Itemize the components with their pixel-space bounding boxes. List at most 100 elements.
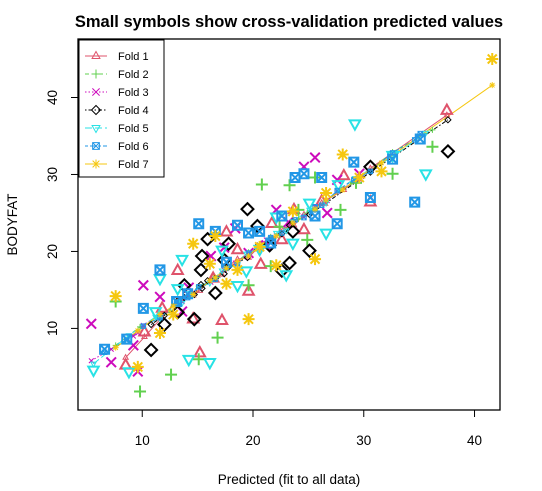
data-point [336,148,349,161]
legend-label: Fold 3 [118,87,149,99]
cv-point [378,159,385,166]
data-point [320,186,333,199]
cv-point [443,111,451,118]
data-point [194,248,210,264]
legend-marker [91,125,101,134]
cv-point [195,284,202,290]
chart-title: Small symbols show cross-validation pred… [75,13,503,31]
data-point [253,256,268,269]
cv-point [267,234,274,241]
data-point [207,285,223,301]
legend-label: Fold 4 [118,105,149,117]
data-point [200,231,216,247]
data-point [211,331,224,344]
legend-marker [91,50,101,59]
data-point [137,302,149,314]
cv-point [147,320,155,329]
data-point [274,231,289,245]
legend-label: Fold 5 [118,123,149,135]
cv-point [140,332,148,340]
data-point [331,218,343,230]
data-point [167,308,180,321]
cv-point [339,186,346,193]
cv-point [122,353,130,360]
cv-point [318,202,325,209]
data-point [105,356,117,368]
x-tick-label: 20 [245,433,260,448]
data-point [215,312,229,326]
data-point [192,344,207,358]
legend-item-4: Fold 4 [85,104,149,117]
data-point [187,237,200,250]
cv-point [273,233,280,240]
data-point [155,300,170,313]
data-point [309,171,322,184]
data-point [334,203,347,216]
data-point [309,253,322,266]
data-point [137,324,152,337]
data-points [85,53,499,398]
cv-point [212,274,219,281]
data-point [154,264,166,276]
series-line-2 [115,129,433,346]
data-point [264,215,279,229]
x-tick-label: 30 [356,433,371,448]
data-point [175,254,190,268]
legend-item-1: Fold 1 [85,50,149,63]
data-point [131,360,144,373]
data-point [170,262,185,275]
data-point [186,311,202,327]
data-point [170,284,185,297]
data-point [154,291,166,303]
data-point [109,290,122,303]
cv-point [282,228,290,235]
series-4 [143,116,456,358]
data-point [282,255,297,271]
data-point [285,238,300,252]
data-point [297,221,311,235]
y-tick-label: 20 [45,244,60,259]
data-point [274,263,290,279]
data-point [182,288,194,300]
legend-label: Fold 6 [118,141,149,153]
legend-marker [91,159,101,169]
cv-point [218,268,226,275]
legend: Fold 1 Fold 2 Fold 3 Fold 4 Fold 5 Fold 6 Fold… [78,39,165,178]
data-point [239,266,254,279]
data-point [331,180,346,193]
data-point [85,318,97,330]
cv-point [184,294,191,301]
cv-point [444,116,452,124]
data-point [240,201,255,217]
cv-point [279,230,285,236]
data-point [242,313,255,326]
data-point [202,357,217,371]
legend-label: Fold 1 [118,51,149,63]
legend-item-7: Fold 7 [85,159,149,171]
cv-point [334,187,340,194]
x-tick-label: 10 [135,433,150,448]
data-point [220,277,233,290]
data-point [134,385,147,398]
legend-item-2: Fold 2 [85,69,149,81]
y-axis-label: BODYFAT [5,193,20,255]
data-point [375,165,388,178]
data-point [220,256,232,268]
cv-point [156,311,163,318]
cv-point [256,242,263,249]
data-point [283,179,296,192]
data-point [302,243,317,259]
legend-marker [90,104,102,116]
data-point [289,172,301,184]
legend-marker [91,69,101,79]
data-point [348,156,360,168]
cv-point [272,230,280,237]
y-tick-label: 30 [45,167,60,182]
cv-point [411,137,418,143]
cv-point [417,130,424,137]
data-point [193,262,209,278]
cv-point [90,361,97,368]
data-point [241,283,256,296]
data-point [165,368,178,381]
cv-point [190,291,197,298]
